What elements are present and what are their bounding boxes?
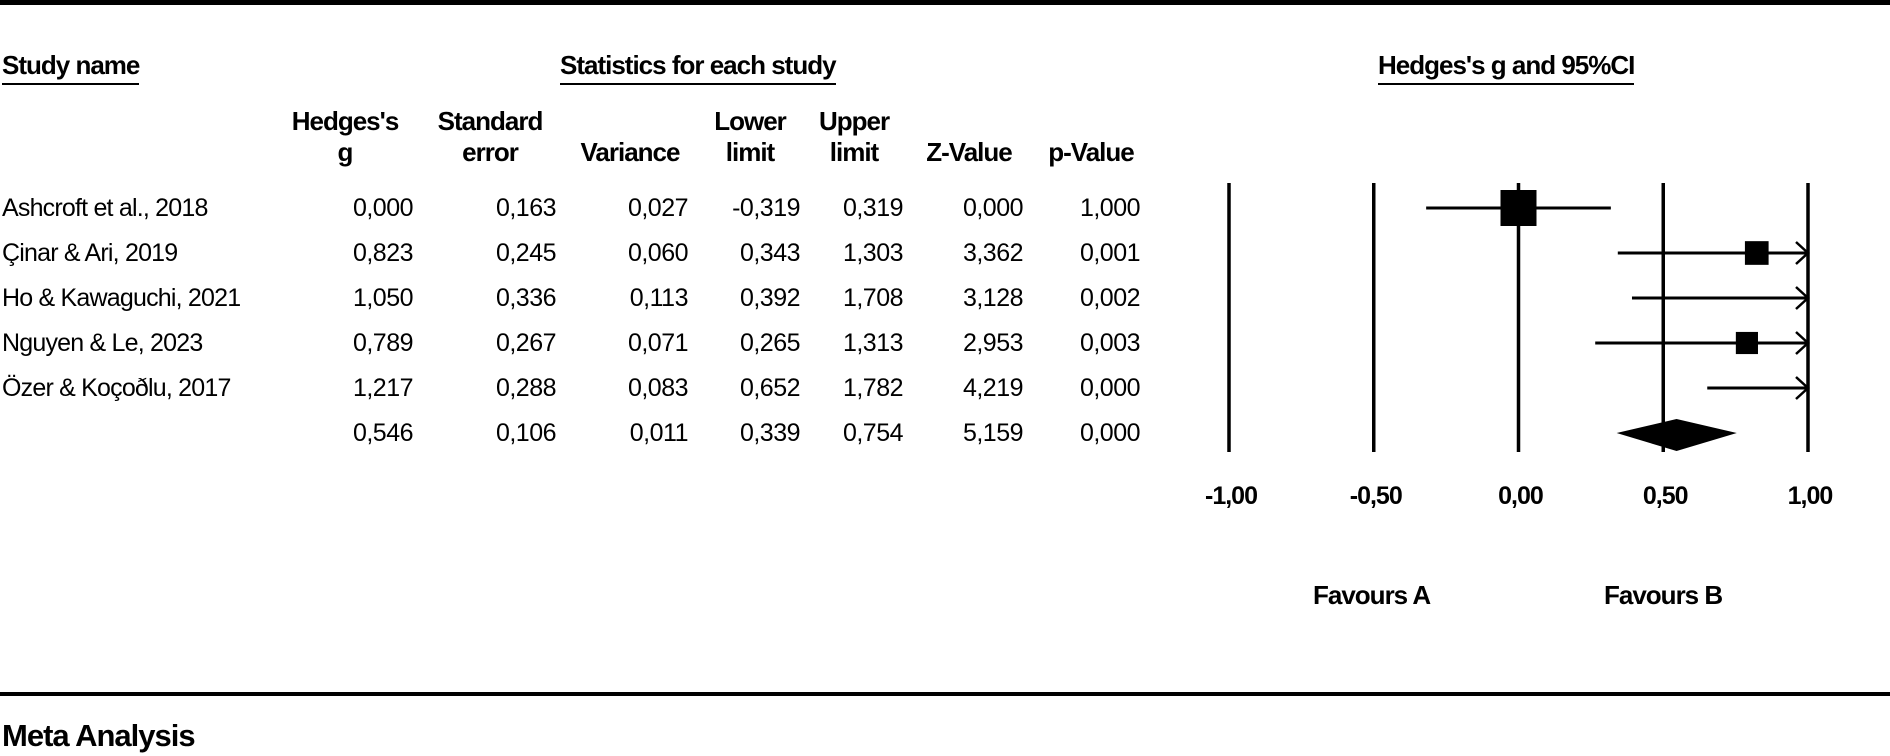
cell-upper: 1,782 <box>842 374 904 402</box>
col-header-lower-line2: limit <box>725 137 775 167</box>
cell-p: 0,003 <box>1079 329 1141 357</box>
col-header-variance: Variance <box>570 106 690 168</box>
col-header-p-line2: p-Value <box>1048 137 1134 167</box>
cell-variance: 0,113 <box>629 284 689 312</box>
cell-variance: 0,071 <box>627 329 689 357</box>
summary-diamond <box>1616 419 1737 451</box>
cell-g: 0,546 <box>352 419 414 447</box>
cell-g: 1,050 <box>352 284 414 312</box>
cell-g: 0,789 <box>352 329 414 357</box>
cell-lower: 0,339 <box>739 419 801 447</box>
table-row: Özer & Koçoðlu, 2017 1,217 0,288 0,083 0… <box>0 374 1180 404</box>
cell-z: 2,953 <box>962 329 1024 357</box>
col-header-lower: Lower limit <box>700 106 800 168</box>
cell-z: 4,219 <box>962 374 1024 402</box>
favours-a-label: Favours A <box>1313 580 1431 610</box>
tick-label: 0,00 <box>1498 482 1543 510</box>
cell-se: 0,267 <box>495 329 557 357</box>
cell-se: 0,288 <box>495 374 557 402</box>
effect-marker <box>1744 241 1769 265</box>
cell-p: 0,001 <box>1079 239 1141 267</box>
cell-p: 0,000 <box>1079 419 1141 447</box>
col-header-se-line2: error <box>462 137 519 167</box>
cell-lower: 0,265 <box>739 329 801 357</box>
tick-label: -0,50 <box>1350 482 1402 510</box>
cell-upper: 1,303 <box>842 239 904 267</box>
col-header-upper-line1: Upper <box>818 106 890 136</box>
table-row: Ashcroft et al., 2018 0,000 0,163 0,027 … <box>0 194 1180 224</box>
cell-upper: 0,754 <box>842 419 904 447</box>
table-row: Çinar & Ari, 2019 0,823 0,245 0,060 0,34… <box>0 239 1180 269</box>
top-rule <box>0 0 1890 5</box>
cell-variance: 0,027 <box>627 194 689 222</box>
plot-title: Hedges's g and 95%CI <box>1378 50 1635 85</box>
cell-se: 0,336 <box>495 284 557 312</box>
col-header-variance-line2: Variance <box>580 137 681 167</box>
ci-arrow <box>1795 286 1810 310</box>
cell-p: 0,002 <box>1079 284 1141 312</box>
col-header-upper-line2: limit <box>829 137 879 167</box>
study-name: Özer & Koçoðlu, 2017 <box>2 374 231 402</box>
effect-marker <box>1735 331 1758 355</box>
cell-variance: 0,083 <box>627 374 689 402</box>
cell-z: 0,000 <box>962 194 1024 222</box>
col-header-upper: Upper limit <box>806 106 902 168</box>
cell-lower: -0,319 <box>732 194 800 222</box>
col-header-z-line2: Z-Value <box>926 137 1012 167</box>
cell-se: 0,245 <box>495 239 557 267</box>
cell-g: 1,217 <box>352 374 414 402</box>
statistics-header-text: Statistics for each study <box>560 50 837 85</box>
section-title: Meta Analysis <box>2 718 196 753</box>
favours-b-label: Favours B <box>1604 580 1723 610</box>
tick-label: 1,00 <box>1788 482 1833 510</box>
summary-row: 0,546 0,106 0,011 0,339 0,754 5,159 0,00… <box>0 419 1180 449</box>
col-header-se: Standard error <box>420 106 560 168</box>
table-row: Ho & Kawaguchi, 2021 1,050 0,336 0,113 0… <box>0 284 1180 314</box>
col-header-g-line1: Hedges's <box>291 106 400 136</box>
cell-p: 1,000 <box>1079 194 1141 222</box>
study-name-header-text: Study name <box>2 50 140 85</box>
cell-upper: 1,313 <box>842 329 904 357</box>
table-row: Nguyen & Le, 2023 0,789 0,267 0,071 0,26… <box>0 329 1180 359</box>
plot-title-text: Hedges's g and 95%CI <box>1378 50 1635 85</box>
cell-g: 0,823 <box>352 239 414 267</box>
col-header-p: p-Value <box>1036 106 1146 168</box>
ci-arrow <box>1795 331 1810 355</box>
cell-z: 3,128 <box>962 284 1024 312</box>
cell-variance: 0,011 <box>629 419 689 447</box>
col-header-lower-line1: Lower <box>714 106 787 136</box>
cell-se: 0,163 <box>495 194 557 222</box>
cell-z: 5,159 <box>962 419 1024 447</box>
ci-arrow <box>1795 241 1810 265</box>
cell-lower: 0,392 <box>739 284 801 312</box>
ci-arrow <box>1795 376 1810 400</box>
col-header-z: Z-Value <box>914 106 1024 168</box>
study-name: Ho & Kawaguchi, 2021 <box>2 284 241 312</box>
col-header-se-line1: Standard <box>437 106 544 136</box>
study-name: Nguyen & Le, 2023 <box>2 329 203 357</box>
col-header-g-line2: g <box>337 137 354 167</box>
cell-z: 3,362 <box>962 239 1024 267</box>
effect-marker <box>1500 190 1537 226</box>
cell-lower: 0,343 <box>739 239 801 267</box>
cell-p: 0,000 <box>1079 374 1141 402</box>
tick-label: -1,00 <box>1205 482 1257 510</box>
col-header-g: Hedges's g <box>280 106 410 168</box>
study-name-header: Study name <box>2 50 140 85</box>
tick-label: 0,50 <box>1643 482 1688 510</box>
cell-g: 0,000 <box>352 194 414 222</box>
study-name: Çinar & Ari, 2019 <box>2 239 178 267</box>
cell-upper: 1,708 <box>842 284 904 312</box>
cell-upper: 0,319 <box>842 194 904 222</box>
statistics-header: Statistics for each study <box>560 50 837 85</box>
study-name: Ashcroft et al., 2018 <box>2 194 208 222</box>
bottom-rule <box>0 692 1890 696</box>
cell-lower: 0,652 <box>739 374 801 402</box>
cell-variance: 0,060 <box>627 239 689 267</box>
cell-se: 0,106 <box>495 419 557 447</box>
